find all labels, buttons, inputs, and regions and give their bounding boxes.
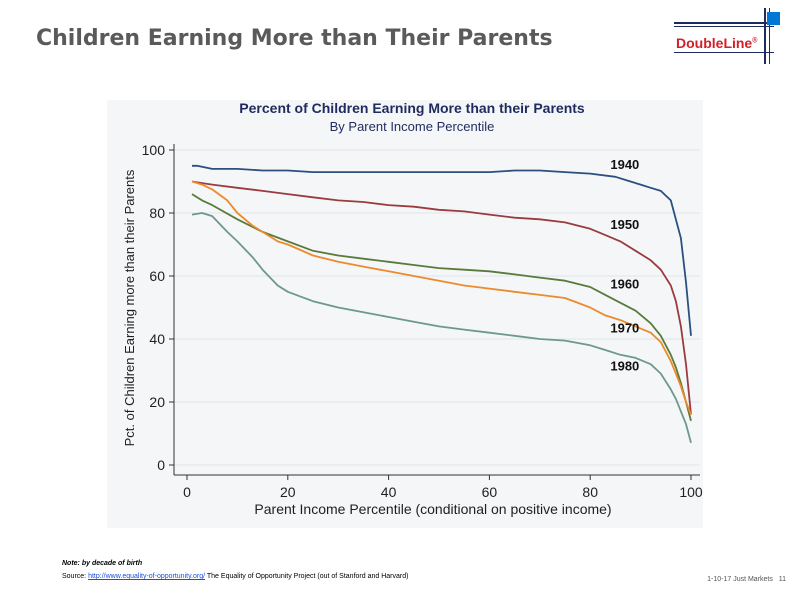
line-labels: 1940 1950 1960 1970 1980 [610, 157, 639, 374]
line-chart: Percent of Children Earning More than th… [122, 100, 703, 517]
y-tick-label: 60 [149, 268, 165, 284]
line-label-1950: 1950 [610, 217, 639, 232]
axes: 0 20 40 60 80 100 0 20 40 60 80 100 [142, 142, 703, 500]
y-tick-label: 100 [142, 142, 166, 158]
y-tick-label: 80 [149, 205, 165, 221]
y-axis-label: Pct. of Children Earning more than their… [122, 169, 137, 446]
footer-note: Note: by decade of birth [62, 560, 143, 567]
chart-panel: Percent of Children Earning More than th… [107, 100, 703, 528]
chart-title: Percent of Children Earning More than th… [239, 100, 585, 116]
logo-text: DoubleLine [676, 35, 753, 51]
logo-grid-line [674, 26, 774, 27]
series-lines [191, 164, 692, 444]
doubleline-logo: DoubleLine® [668, 8, 790, 64]
slide-title: Children Earning More than Their Parents [36, 26, 553, 51]
footer-page-info: 1-10-17 Just Markets 11 [707, 576, 786, 583]
source-text: The Equality of Opportunity Project (out… [206, 573, 409, 580]
line-label-1940: 1940 [610, 157, 639, 172]
x-tick-label: 20 [280, 484, 296, 500]
x-axis-label: Parent Income Percentile (conditional on… [254, 501, 611, 517]
y-tick-label: 40 [149, 331, 165, 347]
y-tick-label: 20 [149, 394, 165, 410]
line-label-1980: 1980 [610, 359, 639, 374]
logo-grid-line [674, 52, 774, 53]
source-label: Source: [62, 573, 87, 580]
footer-source: Source: http://www.equality-of-opportuni… [62, 573, 408, 580]
footer-date-label: 1-10-17 Just Markets [707, 576, 773, 583]
line-label-1970: 1970 [610, 321, 639, 336]
logo-registered-mark: ® [752, 37, 758, 45]
x-tick-label: 100 [679, 484, 703, 500]
source-link[interactable]: http://www.equality-of-opportunity.org/ [88, 573, 206, 580]
series-line-1970 [191, 180, 692, 415]
page-number: 11 [778, 576, 786, 583]
series-line-1980 [191, 212, 692, 444]
logo-square [767, 12, 780, 25]
grid-lines [174, 149, 700, 466]
x-tick-label: 60 [482, 484, 498, 500]
y-tick-label: 0 [157, 457, 165, 473]
logo-grid-line [764, 8, 766, 64]
x-tick-label: 0 [183, 484, 191, 500]
x-tick-label: 40 [381, 484, 397, 500]
chart-subtitle: By Parent Income Percentile [330, 119, 495, 134]
logo-wordmark: DoubleLine® [676, 35, 757, 51]
x-tick-label: 80 [582, 484, 598, 500]
logo-grid-line [769, 8, 770, 64]
series-line-1960 [191, 193, 692, 422]
series-line-1940 [192, 164, 692, 336]
logo-grid-line [674, 22, 774, 24]
line-label-1960: 1960 [610, 277, 639, 292]
series-line-1950 [191, 180, 692, 415]
